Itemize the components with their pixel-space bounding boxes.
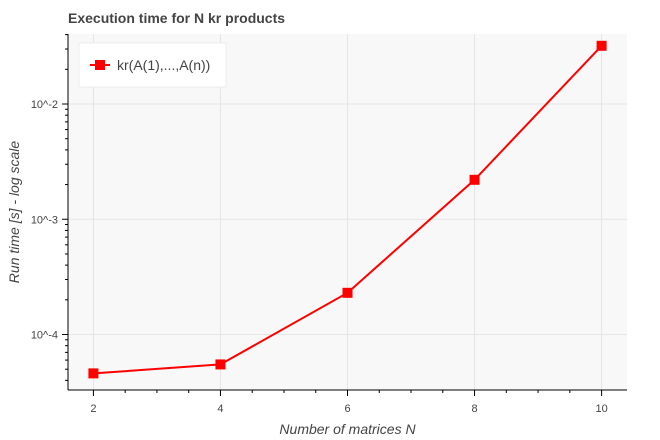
y-tick-label: 10^-4 bbox=[31, 330, 58, 342]
x-tick-label: 4 bbox=[217, 403, 223, 415]
grid bbox=[68, 34, 627, 390]
y-tick-label: 10^-3 bbox=[31, 214, 58, 226]
data-point bbox=[596, 40, 607, 51]
x-tick-label: 10 bbox=[595, 403, 607, 415]
data-point bbox=[469, 174, 480, 185]
legend-label: kr(A(1),...,A(n)) bbox=[117, 57, 210, 73]
x-axis-label: Number of matrices N bbox=[279, 421, 416, 437]
x-tick-label: 2 bbox=[90, 403, 96, 415]
series-layer bbox=[88, 40, 607, 379]
ticks: 2 4 6 8 10 10^-4 10^-3 10^-2 bbox=[31, 34, 608, 415]
legend-swatch-marker bbox=[95, 60, 105, 70]
x-tick-label: 6 bbox=[344, 403, 350, 415]
data-point bbox=[88, 368, 99, 379]
y-axis-label: Run time [s] - log scale bbox=[6, 141, 22, 284]
chart-title: Execution time for N kr products bbox=[68, 10, 285, 26]
data-point bbox=[215, 359, 226, 370]
data-point bbox=[342, 287, 353, 298]
legend: kr(A(1),...,A(n)) bbox=[78, 42, 227, 88]
y-tick-label: 10^-2 bbox=[31, 99, 58, 111]
x-tick-label: 8 bbox=[471, 403, 477, 415]
